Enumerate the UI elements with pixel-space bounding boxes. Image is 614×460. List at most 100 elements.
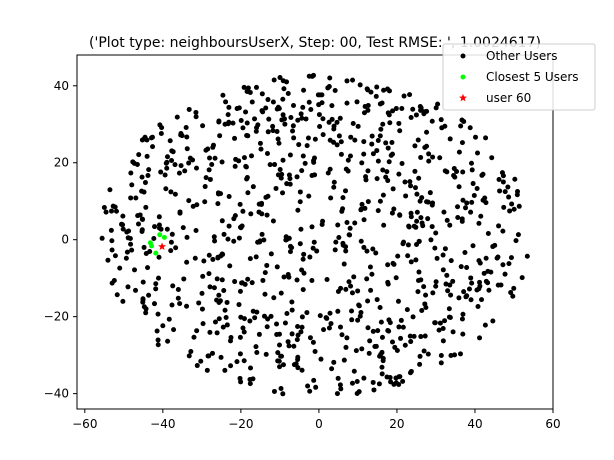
data-point-other-user [505,184,511,190]
data-point-other-user [379,371,385,377]
data-point-other-user [289,307,295,313]
data-point-other-user [433,230,439,236]
data-point-other-user [212,155,218,161]
data-point-other-user [168,189,174,195]
data-point-other-user [128,170,134,176]
data-point-closest-user [161,234,167,240]
data-point-other-user [295,365,301,371]
plot-area-frame [76,54,554,410]
data-point-other-user [347,153,353,159]
data-point-other-user [154,328,160,334]
data-point-other-user [407,333,413,339]
data-point-other-user [400,324,406,330]
y-tick-label: −40 [44,387,69,401]
data-point-other-user [275,350,281,356]
data-point-other-user [498,282,504,288]
data-point-other-user [381,87,387,93]
data-point-other-user [444,272,450,278]
data-point-other-user [489,155,495,161]
data-point-other-user [386,112,392,118]
data-point-other-user [281,86,287,92]
data-point-other-user [408,368,414,374]
data-point-other-user [398,335,404,341]
data-point-other-user [168,239,174,245]
data-point-other-user [511,206,517,212]
data-point-other-user [302,160,308,166]
data-point-other-user [311,72,317,78]
data-point-other-user [372,344,378,350]
data-point-other-user [263,351,269,357]
data-point-other-user [287,249,293,255]
data-point-other-user [366,350,372,356]
data-point-other-user [469,199,475,205]
data-point-other-user [297,241,303,247]
data-point-other-user [460,311,466,317]
data-point-other-user [395,253,401,259]
data-point-other-user [403,193,409,199]
data-point-other-user [380,192,386,198]
data-point-other-user [241,84,247,90]
data-point-other-user [148,135,154,141]
data-point-other-user [275,358,281,364]
data-point-other-user [301,251,307,257]
data-point-other-user [468,160,474,166]
data-point-other-user [425,351,431,357]
data-point-other-user [309,278,315,284]
data-point-other-user [477,335,483,341]
data-point-other-user [200,321,206,327]
data-point-other-user [277,167,283,173]
data-point-other-user [440,252,446,258]
data-point-other-user [278,175,284,181]
data-point-other-user [502,189,508,195]
data-point-other-user [317,124,323,130]
data-point-other-user [418,215,424,221]
y-tick-label: 40 [54,79,69,93]
data-point-other-user [391,261,397,267]
data-point-other-user [201,258,207,264]
data-point-other-user [153,281,159,287]
data-point-other-user [444,169,450,175]
data-point-other-user [390,108,396,114]
data-point-other-user [297,189,303,195]
data-point-other-user [314,248,320,254]
data-point-other-user [164,226,170,232]
data-point-other-user [345,157,351,163]
data-point-other-user [280,78,286,84]
data-point-other-user [459,316,465,322]
data-point-other-user [434,255,440,261]
data-point-other-user [243,163,249,169]
data-point-other-user [385,145,391,151]
data-point-other-user [177,301,183,307]
data-point-other-user [369,141,375,147]
data-point-other-user [173,245,179,251]
data-point-other-user [101,205,107,211]
data-point-other-user [175,295,181,301]
data-point-other-user [290,128,296,134]
data-point-other-user [286,274,292,280]
data-point-other-user [440,338,446,344]
data-point-other-user [206,271,212,277]
data-point-other-user [467,125,473,131]
data-point-other-user [460,331,466,337]
data-point-other-user [238,117,244,123]
legend-marker [460,53,466,59]
data-point-other-user [349,290,355,296]
data-point-other-user [399,105,405,111]
data-point-other-user [353,348,359,354]
data-point-other-user [343,248,349,254]
data-point-other-user [323,315,329,321]
data-point-other-user [511,285,517,291]
data-point-other-user [162,172,168,178]
data-point-other-user [234,359,240,365]
data-point-other-user [476,258,482,264]
data-point-other-user [475,303,481,309]
data-point-other-user [187,155,193,161]
data-point-other-user [216,292,222,298]
data-point-other-user [178,130,184,136]
data-point-other-user [245,133,251,139]
data-point-other-user [432,320,438,326]
data-point-other-user [223,99,229,105]
data-point-other-user [158,130,164,136]
data-point-other-user [215,201,221,207]
data-point-other-user [370,151,376,157]
